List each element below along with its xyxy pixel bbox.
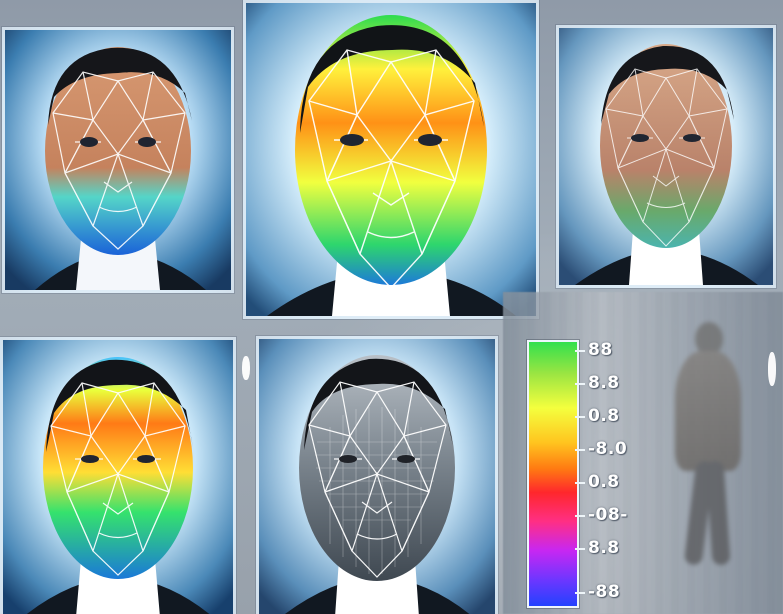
small-white-mark	[242, 356, 250, 380]
face-mesh-icon	[259, 339, 495, 614]
blurred-person-head	[695, 322, 723, 356]
blurred-person-body	[675, 351, 741, 471]
scale-label: -08-	[588, 505, 628, 525]
scale-tick	[575, 383, 585, 385]
face-mesh-icon	[5, 30, 231, 290]
portrait-panel-top-right	[556, 25, 776, 288]
scale-label: -8.0	[588, 439, 628, 459]
blurred-person-leg-right	[705, 460, 731, 566]
scale-label: 0.8	[588, 472, 620, 492]
scale-label: 0.8	[588, 406, 620, 426]
portrait-panel-top-center	[243, 0, 539, 319]
face-mesh-icon	[559, 28, 773, 285]
scale-tick	[575, 350, 585, 352]
scale-label: 8.8	[588, 373, 620, 393]
scale-tick	[575, 548, 585, 550]
heatmap-scale: 88 8.8 0.8 -8.0 0.8 -08- 8.8 -88	[527, 340, 645, 608]
scale-tick	[575, 592, 585, 594]
face-mesh-icon	[246, 3, 536, 316]
blurred-person-icon	[661, 322, 754, 568]
portrait-panel-top-left	[2, 27, 234, 293]
scale-label: -88	[588, 582, 621, 602]
scale-tick	[575, 449, 585, 451]
scale-tick	[575, 482, 585, 484]
scale-tick	[575, 515, 585, 517]
scale-label: 8.8	[588, 538, 620, 558]
face-mesh-icon	[3, 340, 233, 614]
small-white-mark	[768, 352, 776, 386]
scale-label: 88	[588, 340, 613, 360]
heatmap-scale-icon	[527, 340, 579, 608]
scale-tick	[575, 416, 585, 418]
portrait-panel-bottom-center	[256, 336, 498, 614]
portrait-panel-bottom-left	[0, 337, 236, 614]
